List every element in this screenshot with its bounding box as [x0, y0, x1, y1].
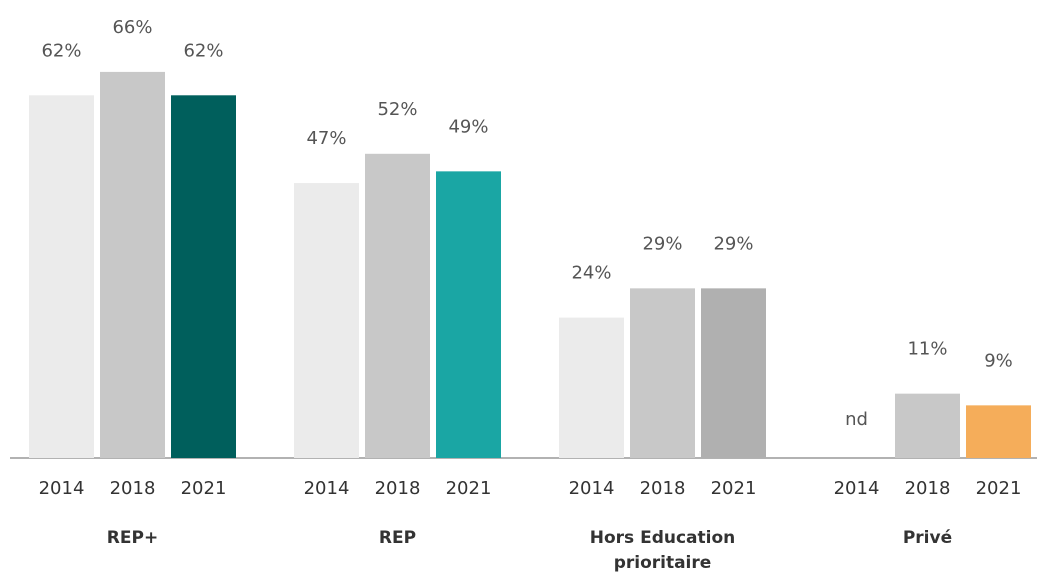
x-tick-label: 2018	[640, 478, 686, 499]
data-label: 29%	[713, 233, 753, 254]
x-tick-label: 2018	[375, 478, 421, 499]
x-tick-label: 2014	[39, 478, 85, 499]
data-label: 62%	[183, 40, 223, 61]
bar	[895, 393, 960, 458]
group-label: Hors Education prioritaire	[589, 528, 736, 573]
bar	[294, 183, 359, 459]
bar	[100, 71, 165, 459]
bar	[436, 171, 501, 458]
x-tick-label: 2021	[181, 478, 227, 499]
data-label: 62%	[41, 40, 81, 61]
data-label: 24%	[571, 263, 611, 284]
x-tick-label: 2014	[569, 478, 615, 499]
bar	[171, 95, 236, 459]
bar	[559, 317, 624, 458]
data-label: 66%	[112, 17, 152, 38]
data-label: 9%	[984, 350, 1013, 371]
bar	[701, 288, 766, 458]
data-label: 47%	[306, 128, 346, 149]
x-tick-label: 2014	[304, 478, 350, 499]
x-tick-label: 2021	[446, 478, 492, 499]
data-label: 29%	[642, 233, 682, 254]
group-label: REP+	[106, 528, 159, 548]
bar	[966, 405, 1031, 458]
data-label: 11%	[907, 339, 947, 360]
bar	[29, 95, 94, 459]
x-tick-label: 2014	[834, 478, 880, 499]
group-label: Privé	[902, 528, 953, 548]
x-tick-label: 2021	[976, 478, 1022, 499]
group-label: REP	[378, 528, 417, 548]
x-tick-label: 2018	[110, 478, 156, 499]
bar	[630, 288, 695, 458]
x-tick-label: 2021	[711, 478, 757, 499]
x-tick-label: 2018	[905, 478, 951, 499]
data-label: nd	[845, 409, 868, 430]
bar	[365, 153, 430, 459]
data-label: 52%	[377, 99, 417, 120]
data-label: 49%	[448, 116, 488, 137]
